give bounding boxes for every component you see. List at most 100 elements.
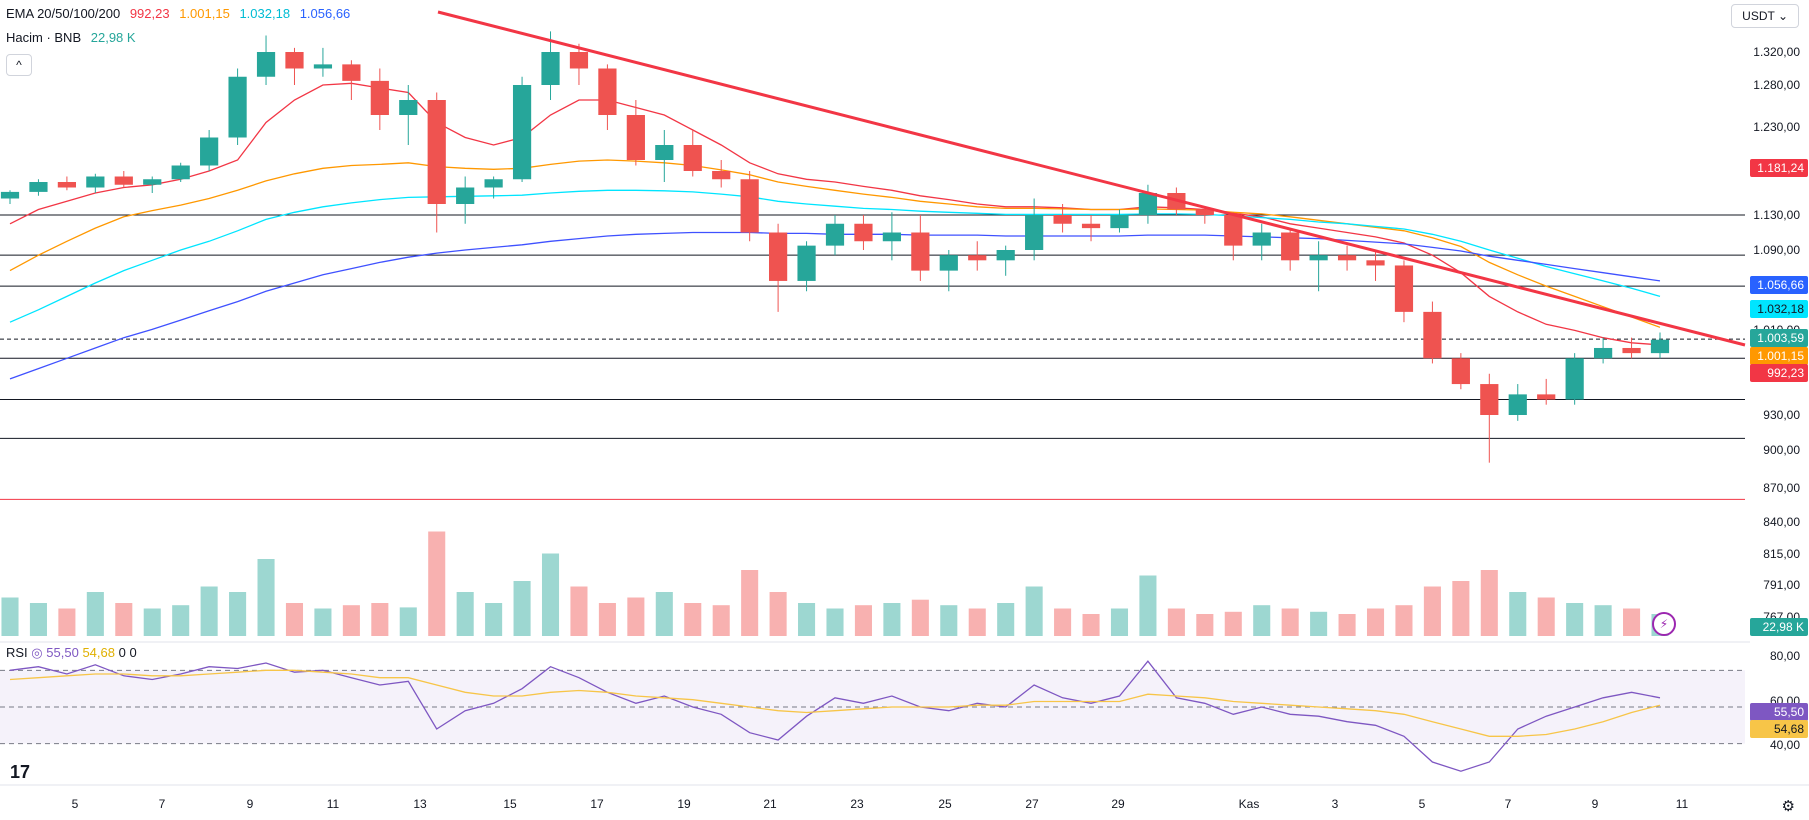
- candle-body: [1594, 347, 1613, 359]
- price-label-bg: [1750, 618, 1808, 636]
- candle-body: [911, 232, 930, 271]
- rsi-icon: ◎: [31, 645, 43, 660]
- time-tick-label: Kas: [1239, 797, 1260, 811]
- volume-bar: [115, 603, 133, 636]
- gear-icon[interactable]: ⚙: [1781, 798, 1795, 815]
- candle-body: [342, 64, 361, 81]
- candle: [256, 35, 276, 85]
- candle: [1650, 332, 1670, 359]
- candle-body: [1195, 209, 1214, 215]
- candle-body: [484, 179, 503, 188]
- candle: [712, 160, 731, 188]
- candle: [228, 68, 247, 145]
- volume-bar: [1082, 614, 1100, 636]
- price-label: 1.032,18: [1757, 302, 1804, 316]
- candle: [57, 176, 76, 191]
- candle-body: [1110, 215, 1129, 229]
- collapse-legend-button[interactable]: ^: [6, 54, 32, 76]
- candle-body: [626, 115, 645, 160]
- volume-bar: [1, 597, 19, 636]
- ema20-value: 992,23: [129, 6, 170, 21]
- volume-bar: [627, 597, 645, 636]
- volume-bar: [314, 608, 332, 636]
- volume-bar: [371, 603, 389, 636]
- lightning-icon[interactable]: ⚡: [1652, 612, 1676, 636]
- volume-bar: [1310, 611, 1328, 636]
- candle: [598, 64, 617, 130]
- candle: [0, 190, 20, 204]
- candle: [1138, 184, 1158, 224]
- volume-bar: [143, 608, 161, 636]
- price-label-bg: [1750, 276, 1808, 294]
- volume-bar: [86, 592, 104, 636]
- candle-body: [769, 232, 788, 281]
- volume-bar: [997, 603, 1015, 636]
- candle-body: [939, 255, 958, 271]
- candle-body: [1394, 265, 1414, 312]
- candle: [541, 31, 560, 100]
- time-tick-label: 13: [413, 797, 427, 811]
- time-tick-label: 5: [1419, 797, 1426, 811]
- price-tick-label: 815,00: [1763, 547, 1800, 561]
- ema-legend-label: EMA 20/50/100/200: [6, 6, 121, 21]
- volume-bar: [854, 605, 872, 636]
- candle: [1281, 228, 1300, 271]
- volume-bar: [541, 553, 560, 636]
- volume-bar: [399, 607, 417, 636]
- candle-body: [1309, 255, 1328, 261]
- ema100-value: 1.032,18: [239, 6, 291, 21]
- ema50-line: [9, 159, 1661, 328]
- candle: [797, 241, 816, 292]
- volume-legend-value: 22,98 K: [90, 30, 136, 45]
- candle: [825, 215, 845, 256]
- candle-body: [29, 182, 48, 192]
- price-tick-label: 1.090,00: [1753, 243, 1800, 257]
- time-tick-label: 7: [159, 797, 166, 811]
- candle: [854, 215, 873, 250]
- candle-body: [968, 255, 987, 261]
- rsi-tick-label: 40,00: [1770, 738, 1800, 752]
- candle-body: [1565, 358, 1584, 400]
- candle: [1224, 212, 1243, 261]
- candle-body: [285, 52, 304, 69]
- time-tick-label: 27: [1025, 797, 1039, 811]
- candle: [939, 250, 958, 292]
- candle-body: [427, 100, 446, 204]
- candle: [1025, 198, 1044, 261]
- candle-body: [143, 179, 162, 185]
- volume-bar: [684, 603, 702, 636]
- volume-bar: [1196, 614, 1214, 636]
- candle: [1309, 241, 1328, 292]
- currency-select[interactable]: USDT ⌄: [1731, 4, 1799, 28]
- volume-bar: [570, 586, 588, 636]
- candle: [1337, 245, 1357, 271]
- candle-body: [683, 145, 702, 171]
- candle: [882, 212, 901, 261]
- volume-bar: [1110, 608, 1129, 636]
- candle: [512, 76, 532, 182]
- volume-bar: [1253, 605, 1271, 636]
- rsi-label: 55,50: [1774, 705, 1804, 719]
- candle-body: [740, 179, 759, 233]
- candle-body: [313, 64, 333, 69]
- candle-body: [541, 52, 560, 85]
- time-tick-label: 7: [1505, 797, 1512, 811]
- candle: [769, 223, 788, 312]
- volume-bar: [598, 603, 616, 636]
- volume-bar: [1566, 603, 1584, 636]
- candle: [655, 130, 674, 182]
- candle-body: [882, 232, 901, 242]
- candle: [399, 85, 418, 145]
- volume-bar: [1395, 605, 1413, 636]
- candle-body: [1480, 384, 1499, 415]
- volume-bar: [1338, 614, 1356, 636]
- volume-bar: [172, 605, 190, 636]
- volume-bar: [342, 605, 360, 636]
- candle-body: [1337, 255, 1357, 261]
- price-tick-label: 1.320,00: [1753, 45, 1800, 59]
- volume-bar: [741, 570, 759, 636]
- time-tick-label: 29: [1111, 797, 1125, 811]
- price-label-bg: [1750, 159, 1808, 177]
- candle-body: [399, 100, 418, 115]
